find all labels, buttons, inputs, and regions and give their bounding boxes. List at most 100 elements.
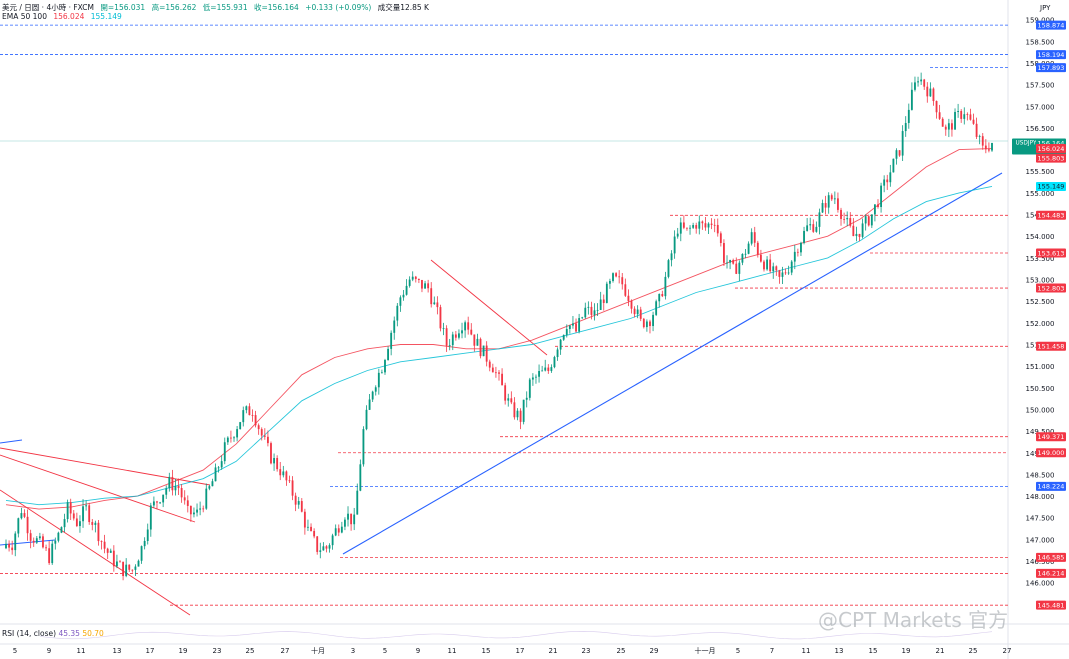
candle-body <box>837 198 839 210</box>
candle-body <box>131 569 134 571</box>
y-tick-label: 147.000 <box>1026 536 1055 544</box>
y-tick-label: 152.000 <box>1026 320 1055 328</box>
candle-body <box>667 260 670 277</box>
candle-body <box>707 223 710 228</box>
candle-body <box>710 223 713 225</box>
candle-body <box>368 399 371 410</box>
candle-body <box>602 299 605 303</box>
candle-body <box>116 561 118 567</box>
ema100-line <box>5 185 993 506</box>
candle-body <box>331 535 334 546</box>
candle-body <box>85 505 88 507</box>
candle-body <box>137 560 140 567</box>
currency-label: JPY <box>1040 4 1051 12</box>
x-tick-label: 29 <box>650 647 659 655</box>
candle-body <box>729 259 732 263</box>
channel-upper-line <box>0 447 211 486</box>
candle-body <box>38 536 41 539</box>
candle-body <box>883 179 886 186</box>
candle-body <box>642 318 645 328</box>
rsi-legend[interactable]: RSI (14, close) 45.35 50.70 <box>2 629 104 638</box>
price-label-box <box>1036 341 1066 351</box>
candle-body <box>220 461 223 468</box>
candle-body <box>100 541 103 542</box>
candle-body <box>618 276 621 278</box>
candle-body <box>171 476 174 491</box>
candle-body <box>479 338 482 357</box>
candle-body <box>183 497 186 501</box>
close-value: 收=156.164 <box>254 3 299 12</box>
low-value: 低=155.931 <box>202 3 248 12</box>
rsi-value: 45.35 <box>58 629 80 638</box>
x-tick-label: 11 <box>448 647 457 655</box>
candle-body <box>156 501 158 503</box>
price-label-value: 158.874 <box>1038 21 1065 29</box>
candle-body <box>417 278 420 280</box>
x-tick-label: 5 <box>736 647 740 655</box>
candle-body <box>864 216 867 224</box>
candle-body <box>371 391 374 400</box>
candle-body <box>20 513 23 519</box>
candle-body <box>559 339 562 350</box>
candle-body <box>584 307 587 318</box>
symbol-label[interactable]: 美元 / 日圆 · 4小時 · FXCM <box>2 3 94 12</box>
candle-body <box>550 367 553 371</box>
candle-body <box>214 467 217 482</box>
candle-body <box>941 118 944 127</box>
candle-body <box>236 429 239 438</box>
candle-body <box>852 225 855 237</box>
candle-body <box>442 328 445 330</box>
candle-body <box>695 225 698 229</box>
rsi-ma-value: 50.70 <box>82 629 104 638</box>
candle-body <box>904 122 907 132</box>
candle-body <box>279 469 282 476</box>
candle-body <box>920 79 923 82</box>
descending-trendline <box>430 259 548 356</box>
candle-body <box>951 123 953 130</box>
candle-body <box>448 345 451 346</box>
candle-body <box>94 522 97 525</box>
candle-body <box>405 285 408 295</box>
candle-body <box>196 509 198 513</box>
candle-body <box>273 458 275 464</box>
candle-body <box>498 372 500 374</box>
candle-body <box>991 142 993 151</box>
ema-legend[interactable]: EMA 50 100 156.024 155.149 <box>2 12 126 21</box>
y-tick-label: 155.500 <box>1026 168 1055 176</box>
candle-body <box>907 109 910 123</box>
candle-body <box>257 425 260 430</box>
y-tick-label: 150.000 <box>1026 406 1055 414</box>
candle-body <box>682 222 685 228</box>
candle-body <box>612 273 614 281</box>
candle-body <box>91 522 94 525</box>
candle-body <box>205 488 208 509</box>
price-label-box <box>1036 50 1066 60</box>
price-label-value: 149.371 <box>1038 433 1065 441</box>
candle-body <box>112 550 115 567</box>
price-label-box <box>1036 552 1066 562</box>
candle-body <box>384 359 386 373</box>
price-label-box <box>1036 144 1066 154</box>
candle-body <box>510 398 513 403</box>
candle-body <box>969 114 972 120</box>
price-label-value: 146.214 <box>1038 570 1065 578</box>
candle-body <box>793 251 796 262</box>
y-tick-label: 148.500 <box>1026 471 1055 479</box>
change-value: +0.133 (+0.09%) <box>305 3 372 12</box>
candle-body <box>716 224 719 234</box>
candle-body <box>590 306 593 315</box>
candle-body <box>5 543 7 549</box>
candle-body <box>621 277 624 285</box>
candle-body <box>26 516 29 534</box>
candle-body <box>929 88 932 97</box>
candle-body <box>374 387 377 392</box>
candle-body <box>146 529 149 541</box>
candle-body <box>230 437 232 439</box>
candle-body <box>270 443 272 464</box>
candle-body <box>88 505 91 523</box>
candle-body <box>470 329 473 335</box>
candle-body <box>800 242 802 253</box>
x-tick-label: 25 <box>246 647 255 655</box>
